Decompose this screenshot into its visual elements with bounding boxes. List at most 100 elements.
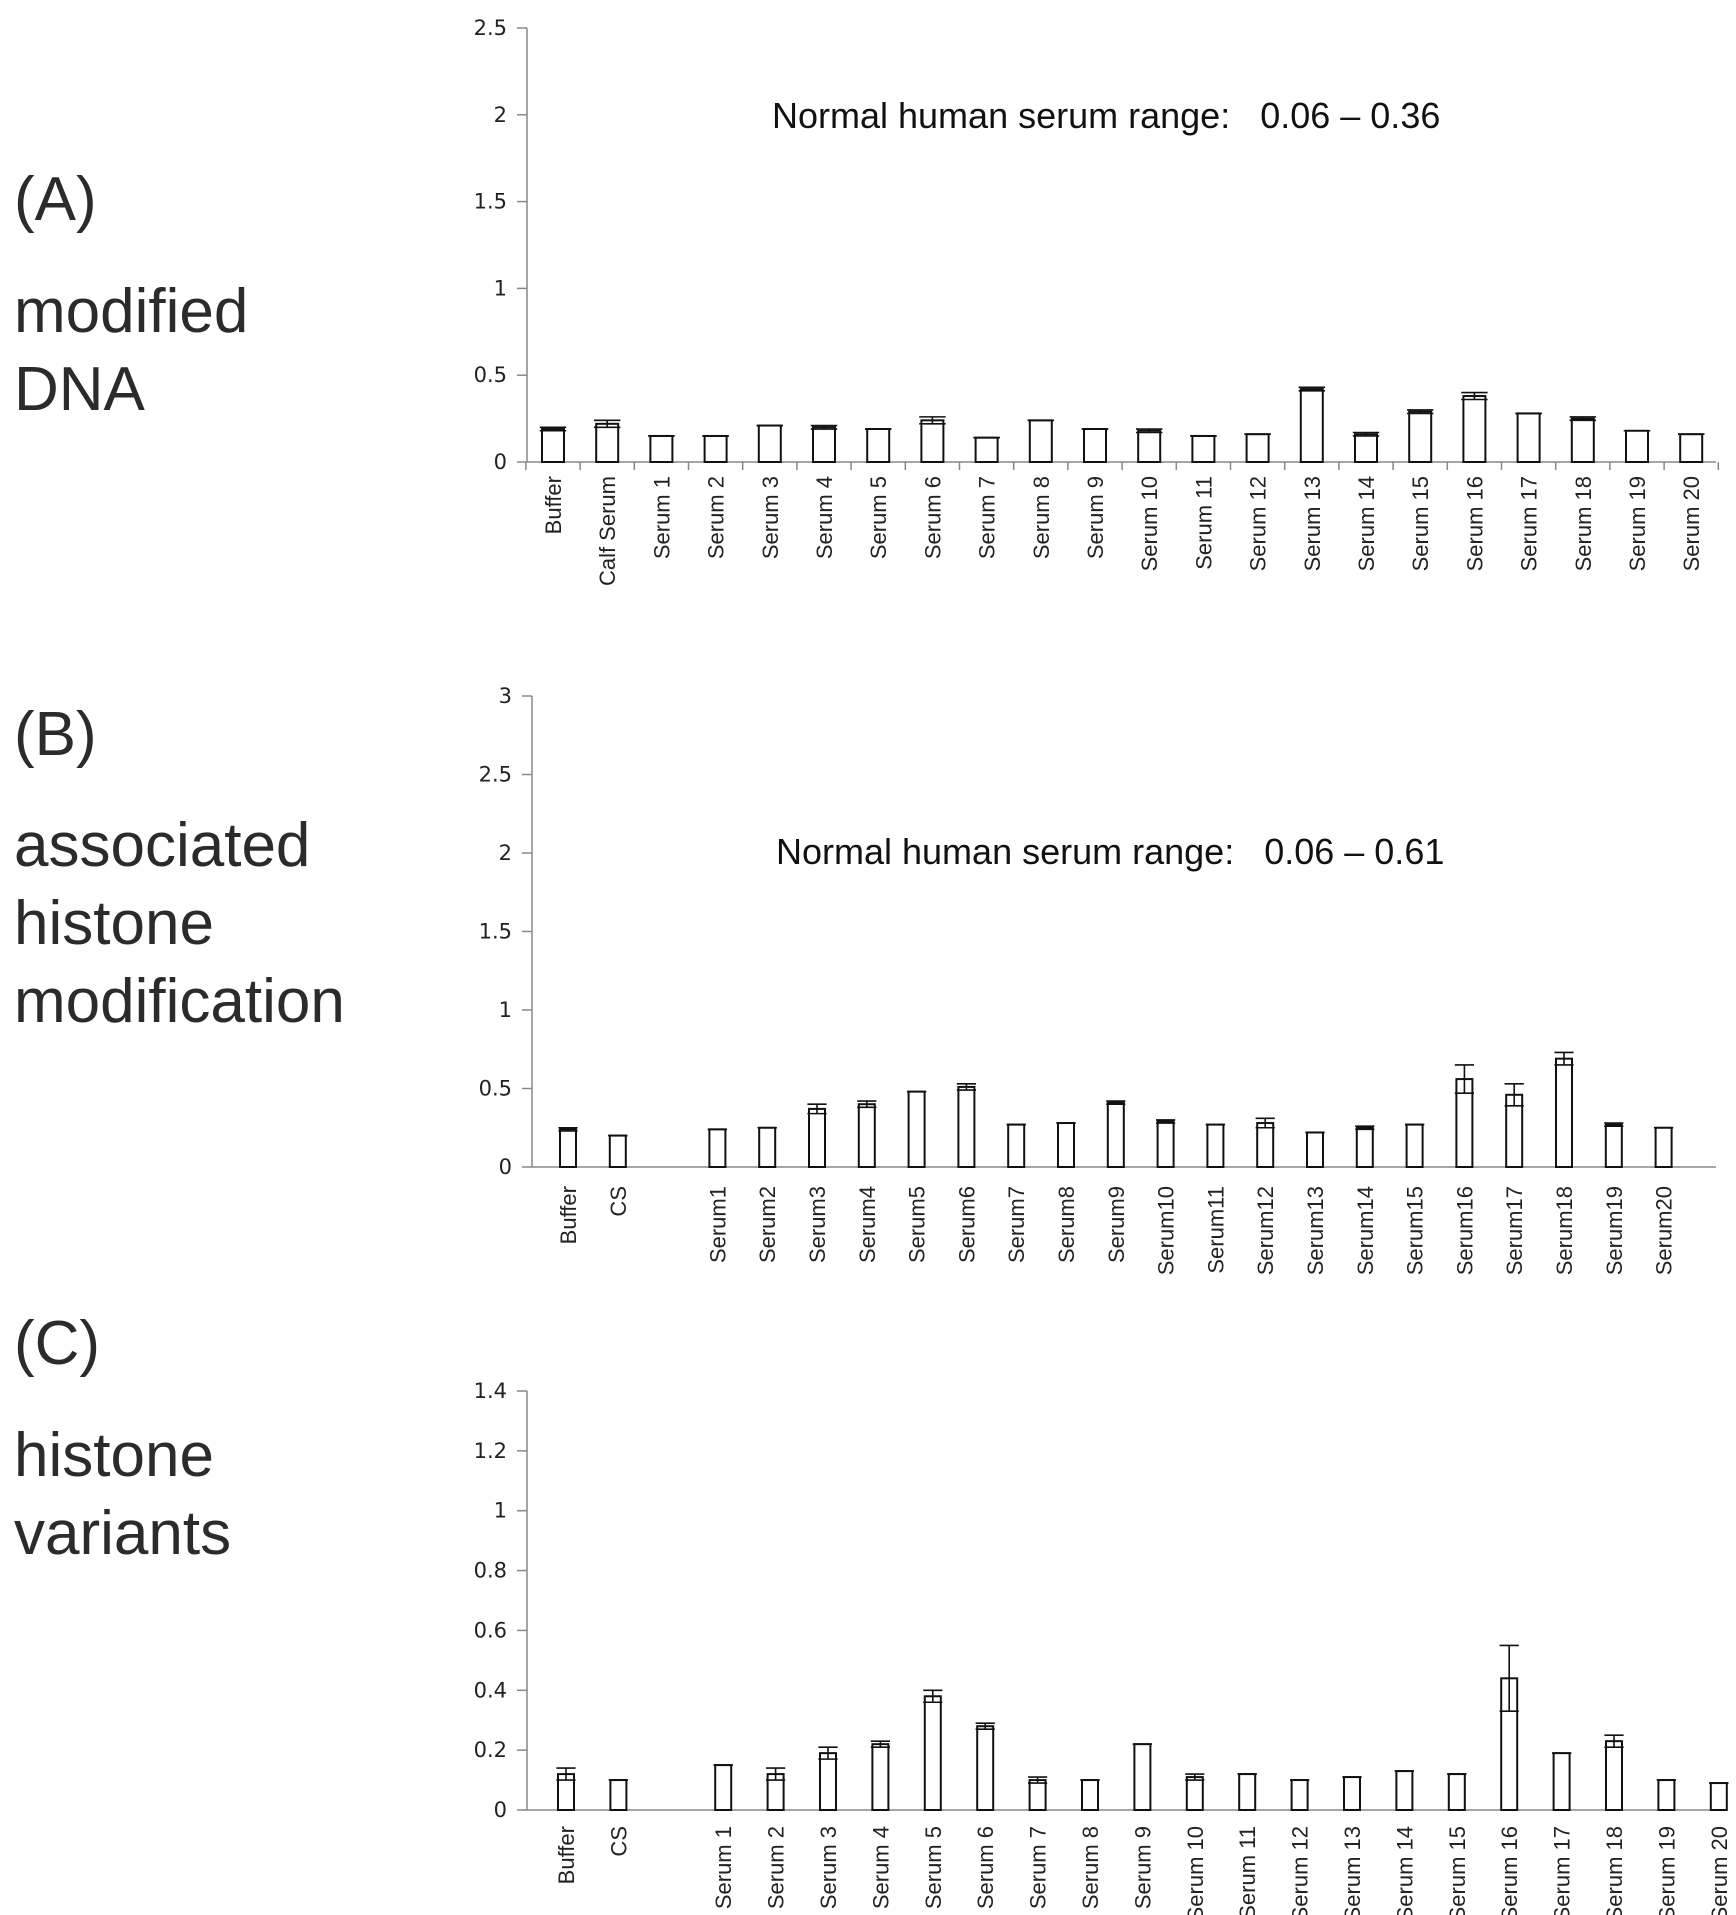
chart-c-bar <box>1447 1773 1466 1811</box>
chart-a-y-tick-label: 1.5 <box>474 190 507 214</box>
chart-b-y-tick-label: 0.5 <box>479 1077 512 1101</box>
chart-b-bar <box>1405 1123 1424 1168</box>
chart-c-bar <box>1605 1740 1623 1812</box>
chart-a-bar <box>974 436 999 464</box>
chart-a-bar <box>1679 433 1704 463</box>
chart-b-category-label: Serum10 <box>1154 1186 1179 1275</box>
chart-a-category-label: Serum 8 <box>1029 476 1054 559</box>
chart-c-category-label: Serum 13 <box>1340 1826 1365 1915</box>
chart-b-bar <box>1306 1131 1324 1168</box>
chart-b-category-label: Serum5 <box>905 1186 930 1263</box>
chart-a-category-label: Serum 18 <box>1571 476 1596 571</box>
chart-c-bar <box>1081 1779 1099 1811</box>
chart-a-bar <box>595 422 620 464</box>
chart-b-bar <box>1156 1120 1175 1168</box>
chart-a-category-label: Serum 7 <box>975 476 1000 559</box>
chart-a-bar <box>1299 388 1324 464</box>
chart-c-bar <box>1133 1743 1152 1811</box>
chart-c-category-label: Serum 19 <box>1654 1826 1679 1915</box>
chart-a-bar <box>649 434 674 463</box>
panel-a-label: (A) <box>14 165 97 234</box>
chart-c-bar <box>1395 1770 1414 1812</box>
chart-b-category-label: Serum13 <box>1303 1186 1328 1275</box>
chart-a-category-label: Serum 12 <box>1246 476 1271 571</box>
chart-a-y-tick-label: 2 <box>494 103 507 127</box>
chart-a-bar <box>1191 434 1216 463</box>
chart-c-category-label: Serum 6 <box>973 1826 998 1909</box>
chart-a-y-tick-label: 0.5 <box>474 363 507 387</box>
chart-c-category-label: Serum 20 <box>1707 1826 1732 1915</box>
chart-a-category-label: Serum 19 <box>1625 476 1650 571</box>
chart-c-bar <box>819 1752 837 1812</box>
chart-b-bar <box>957 1085 976 1169</box>
chart-b-category-label: Serum7 <box>1004 1186 1029 1263</box>
chart-a-bar <box>1083 428 1107 463</box>
chart-c-category-label: Serum 5 <box>921 1826 946 1909</box>
chart-c-category-label: Serum 14 <box>1392 1826 1417 1915</box>
panel-a-range-note: Normal human serum range: 0.06 – 0.36 <box>772 95 1440 136</box>
chart-c-category-label: Serum 9 <box>1130 1826 1155 1909</box>
chart-b-bar <box>708 1128 727 1168</box>
chart-b-category-label: Buffer <box>556 1186 581 1244</box>
chart-c-category-label: Serum 2 <box>764 1826 789 1909</box>
chart-b-category-label: Serum16 <box>1452 1186 1477 1275</box>
chart-c-bar <box>923 1695 942 1812</box>
chart-c-y-tick-label: 0.4 <box>474 1678 507 1702</box>
chart-b-y-tick-label: 0 <box>499 1155 512 1179</box>
chart-a-bar <box>757 424 782 464</box>
panel-b-range-note: Normal human serum range: 0.06 – 0.61 <box>776 831 1444 872</box>
chart-c-bar <box>609 1779 628 1811</box>
chart-b-y-tick-label: 2 <box>499 841 512 865</box>
chart-a-bar <box>703 434 728 463</box>
chart-b-category-label: Serum17 <box>1502 1186 1527 1275</box>
chart-c-category-label: Serum 1 <box>711 1826 736 1909</box>
chart-b-category-label: CS <box>606 1186 631 1217</box>
chart-a-bar <box>1570 417 1595 464</box>
chart-a-category-label: Serum 5 <box>866 476 891 559</box>
chart-b-bar <box>808 1107 826 1169</box>
chart-c-category-label: Serum 15 <box>1445 1826 1470 1915</box>
chart-c-bar <box>1552 1752 1571 1812</box>
chart-c-bar <box>1290 1779 1309 1811</box>
chart-a-category-label: Buffer <box>541 476 566 534</box>
chart-b-category-label: Serum18 <box>1552 1186 1577 1275</box>
chart-c-y-tick-label: 0.8 <box>474 1559 507 1583</box>
chart-c-category-label: Serum 16 <box>1497 1826 1522 1915</box>
chart-b-bar <box>1256 1122 1275 1169</box>
chart-a-category-label: Serum 2 <box>704 476 729 559</box>
chart-c-category-label: Serum 11 <box>1235 1826 1260 1915</box>
chart-b-category-label: Serum20 <box>1652 1186 1677 1275</box>
chart-a-y-tick-label: 2.5 <box>474 16 507 40</box>
chart-c-category-label: Serum 4 <box>868 1826 893 1909</box>
chart-a-bar <box>541 428 565 463</box>
chart-c-category-label: Serum 7 <box>1026 1826 1051 1909</box>
chart-c-bar <box>871 1743 890 1811</box>
panel-b-desc-line3: modification <box>14 967 345 1036</box>
chart-a-category-label: Serum 13 <box>1300 476 1325 571</box>
chart-b-category-label: Serum8 <box>1054 1186 1079 1263</box>
panel-b-desc-line1: associated <box>14 811 310 880</box>
chart-b-category-label: Serum11 <box>1203 1186 1228 1274</box>
chart-b-category-label: Serum15 <box>1403 1186 1428 1275</box>
chart-b-category-label: Serum3 <box>805 1186 830 1263</box>
panel-b-desc-line2: histone <box>14 889 214 958</box>
chart-b-bar <box>1057 1122 1075 1169</box>
chart-b-bar <box>1106 1101 1125 1169</box>
chart-modified-dna: 0 0.5 1 1.5 2 2.5 Buffer Calf Serum Serum 1 Serum… <box>474 16 1720 586</box>
chart-c-y-tick-label: 0.2 <box>474 1738 507 1762</box>
chart-b-bar <box>857 1103 876 1168</box>
chart-histone-variants: 0 0.2 0.4 0.6 0.8 1 1.2 1.4 Buffer CS Serum 1 Serum… <box>474 1379 1732 1915</box>
chart-a-category-label: Serum 17 <box>1517 476 1542 571</box>
chart-c-category-label: CS <box>606 1826 631 1857</box>
chart-b-category-label: Serum9 <box>1104 1186 1129 1263</box>
chart-a-category-label: Serum 9 <box>1083 476 1108 559</box>
chart-a-bar <box>1516 412 1541 463</box>
chart-b-category-label: Serum14 <box>1353 1186 1378 1275</box>
chart-b-y-tick-label: 1.5 <box>479 920 512 944</box>
chart-c-category-label: Serum 18 <box>1602 1826 1627 1915</box>
chart-a-bar <box>866 428 891 463</box>
chart-c-bar <box>1709 1782 1728 1812</box>
chart-c-bar <box>1185 1776 1204 1812</box>
chart-a-bar <box>1625 429 1649 464</box>
